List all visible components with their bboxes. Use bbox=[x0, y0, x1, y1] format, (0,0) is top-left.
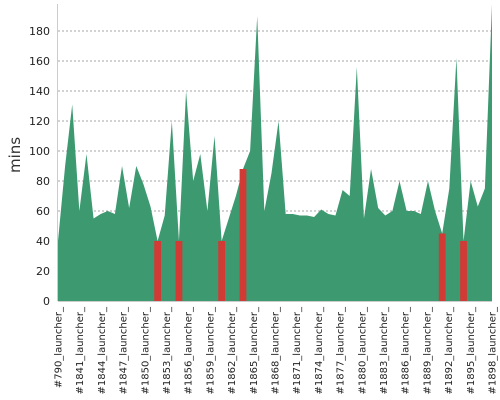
x-tick-label: #1868_launcher_ bbox=[271, 306, 282, 395]
y-tick-label: 180 bbox=[29, 25, 50, 38]
failure-bar bbox=[239, 169, 247, 301]
y-tick-label: 60 bbox=[36, 205, 50, 218]
x-tick-label: #1898_launcher_ bbox=[488, 306, 499, 395]
x-tick-label: #1862_launcher_ bbox=[227, 306, 238, 395]
x-tick-label: #1859_launcher_ bbox=[205, 306, 216, 395]
x-tick-label: #790_launcher_ bbox=[54, 306, 65, 388]
x-tick-label: #1844_launcher_ bbox=[97, 306, 108, 395]
failure-bars bbox=[154, 169, 467, 301]
y-tick-label: 120 bbox=[29, 115, 50, 128]
x-tick-label: #1841_launcher_ bbox=[75, 306, 86, 395]
y-tick-label: 160 bbox=[29, 55, 50, 68]
y-tick-label: 40 bbox=[36, 235, 50, 248]
x-tick-label: #1889_launcher_ bbox=[422, 306, 433, 395]
x-tick-label: #1874_launcher_ bbox=[314, 306, 325, 395]
y-tick-label: 80 bbox=[36, 175, 50, 188]
y-tick-label: 140 bbox=[29, 85, 50, 98]
x-tick-label: #1883_launcher_ bbox=[379, 306, 390, 395]
x-tick-label: #1892_launcher_ bbox=[444, 306, 455, 395]
y-axis-label: mins bbox=[6, 137, 24, 173]
failure-bar bbox=[218, 241, 226, 301]
failure-bar bbox=[175, 241, 183, 301]
y-tick-label: 0 bbox=[43, 295, 50, 308]
x-tick-label: #1886_launcher_ bbox=[401, 306, 412, 395]
x-tick-label: #1865_launcher_ bbox=[249, 306, 260, 395]
area-fill bbox=[58, 4, 492, 301]
x-tick-label: #1880_launcher_ bbox=[357, 306, 368, 395]
x-tick-label: #1895_launcher_ bbox=[466, 306, 477, 395]
failure-bar bbox=[154, 241, 161, 301]
x-tick-labels: #790_launcher_ #1841_launcher_ #1844_launc… bbox=[54, 306, 499, 395]
x-tick-label: #1847_launcher_ bbox=[119, 306, 130, 395]
x-tick-label: #1853_launcher_ bbox=[162, 306, 173, 395]
failure-bar bbox=[460, 241, 467, 301]
y-tick-label: 100 bbox=[29, 145, 50, 158]
x-tick-label: #1877_launcher_ bbox=[336, 306, 347, 395]
y-tick-labels: 0 20 40 60 80 100 120 140 160 180 bbox=[29, 25, 50, 308]
y-tick-label: 20 bbox=[36, 265, 50, 278]
x-tick-label: #1850_launcher_ bbox=[140, 306, 151, 395]
x-tick-label: #1856_launcher_ bbox=[184, 306, 195, 395]
area-series bbox=[58, 4, 492, 301]
failure-bar bbox=[438, 233, 446, 301]
x-tick-label: #1871_launcher_ bbox=[292, 306, 303, 395]
